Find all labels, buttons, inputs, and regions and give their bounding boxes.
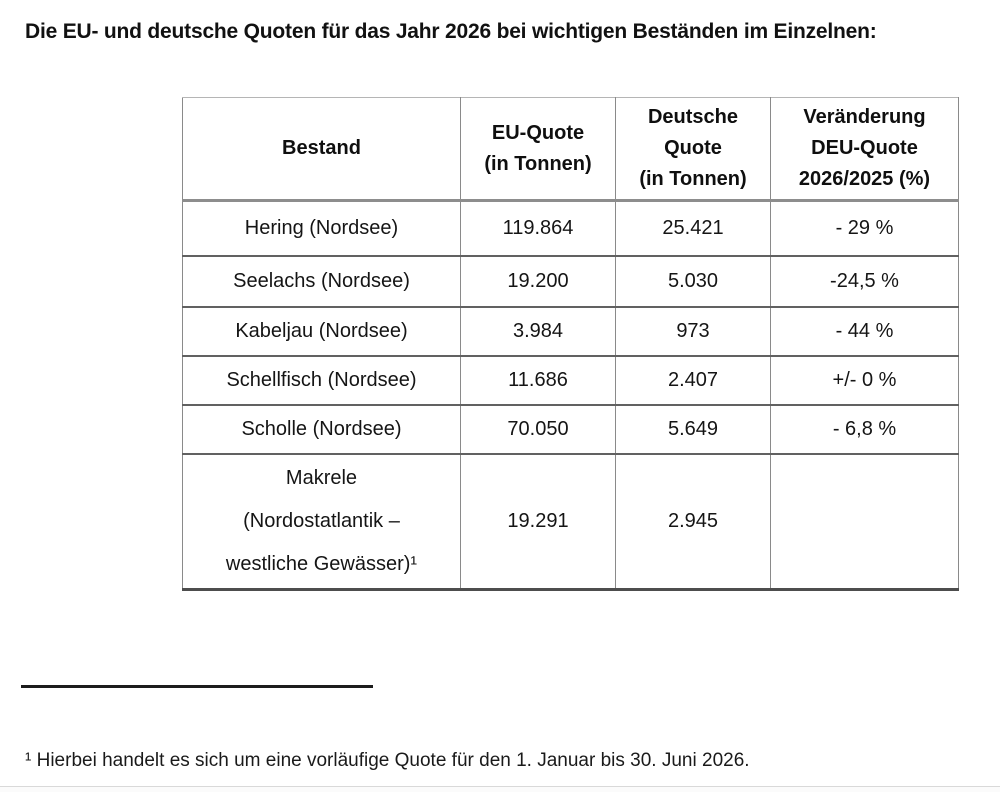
cell-eu-quote: 3.984 (460, 305, 616, 357)
cell-bestand: Scholle (Nordsee) (182, 403, 461, 455)
table-row: Seelachs (Nordsee) 19.200 5.030 -24,5 % (182, 254, 959, 308)
footnote-separator (21, 685, 373, 688)
cell-veraenderung: - 29 % (770, 199, 959, 257)
cell-bestand: Seelachs (Nordsee) (182, 254, 461, 308)
page-title: Die EU- und deutsche Quoten für das Jahr… (25, 20, 877, 43)
col-header-deutsche-quote: Deutsche Quote (in Tonnen) (615, 97, 771, 202)
page-bottom-edge (0, 786, 1000, 792)
table-row: Hering (Nordsee) 119.864 25.421 - 29 % (182, 199, 959, 257)
table-row: Kabeljau (Nordsee) 3.984 973 - 44 % (182, 305, 959, 357)
cell-bestand: Kabeljau (Nordsee) (182, 305, 461, 357)
table-row: Scholle (Nordsee) 70.050 5.649 - 6,8 % (182, 403, 959, 455)
cell-veraenderung (770, 452, 959, 591)
cell-deu-quote: 5.649 (615, 403, 771, 455)
cell-deu-quote: 5.030 (615, 254, 771, 308)
cell-eu-quote: 70.050 (460, 403, 616, 455)
table-header-row: Bestand EU-Quote (in Tonnen) Deutsche Qu… (182, 97, 959, 202)
quota-table: Bestand EU-Quote (in Tonnen) Deutsche Qu… (182, 97, 959, 591)
cell-bestand: Schellfisch (Nordsee) (182, 354, 461, 406)
footnote-text: ¹ Hierbei handelt es sich um eine vorläu… (25, 750, 750, 771)
cell-veraenderung: - 6,8 % (770, 403, 959, 455)
cell-veraenderung: +/- 0 % (770, 354, 959, 406)
cell-eu-quote: 19.291 (460, 452, 616, 591)
cell-eu-quote: 11.686 (460, 354, 616, 406)
cell-bestand: Makrele (Nordostatlantik – westliche Gew… (182, 452, 461, 591)
cell-eu-quote: 119.864 (460, 199, 616, 257)
cell-deu-quote: 2.945 (615, 452, 771, 591)
col-header-veraenderung: Veränderung DEU-Quote 2026/2025 (%) (770, 97, 959, 202)
col-header-bestand: Bestand (182, 97, 461, 202)
cell-bestand: Hering (Nordsee) (182, 199, 461, 257)
table-row: Schellfisch (Nordsee) 11.686 2.407 +/- 0… (182, 354, 959, 406)
table-row: Makrele (Nordostatlantik – westliche Gew… (182, 452, 959, 591)
cell-veraenderung: - 44 % (770, 305, 959, 357)
col-header-eu-quote: EU-Quote (in Tonnen) (460, 97, 616, 202)
cell-deu-quote: 973 (615, 305, 771, 357)
cell-veraenderung: -24,5 % (770, 254, 959, 308)
cell-eu-quote: 19.200 (460, 254, 616, 308)
cell-deu-quote: 2.407 (615, 354, 771, 406)
cell-deu-quote: 25.421 (615, 199, 771, 257)
